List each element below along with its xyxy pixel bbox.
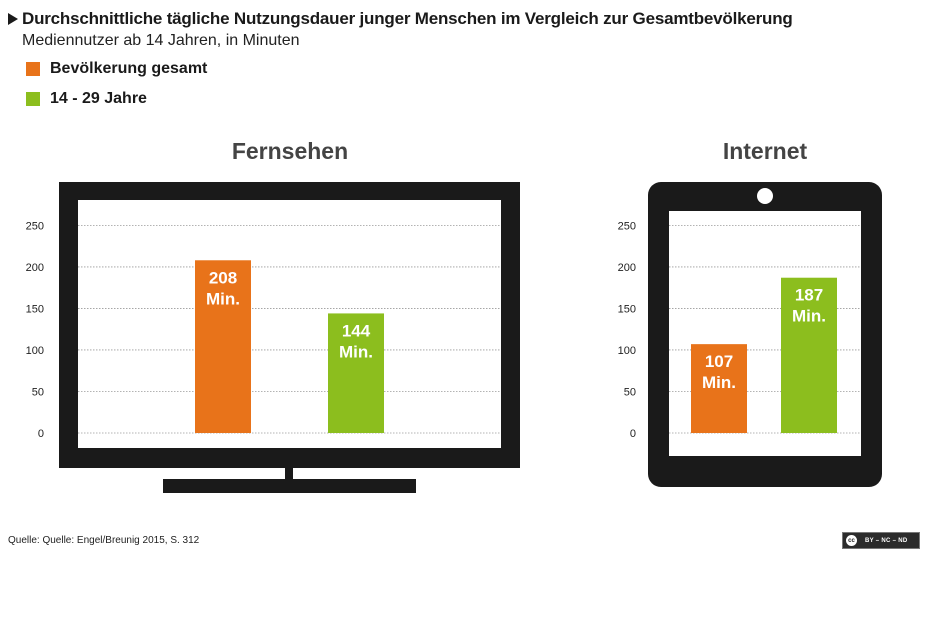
y-tick-label: 0	[38, 428, 44, 440]
y-tick-label: 150	[618, 303, 636, 315]
y-tick-label: 250	[26, 220, 44, 232]
page-title: Durchschnittliche tägliche Nutzungsdauer…	[22, 9, 793, 28]
legend-label-total: Bevölkerung gesamt	[50, 60, 208, 77]
y-tick-label: 100	[618, 345, 636, 357]
y-tick-label: 150	[26, 303, 44, 315]
y-tick-label: 0	[630, 428, 636, 440]
legend-swatch-orange	[26, 62, 40, 76]
chart-title-fernsehen: Fernsehen	[231, 138, 349, 164]
legend-label-young: 14 - 29 Jahre	[50, 90, 147, 107]
bar-value-label: 208 Min.	[206, 268, 240, 308]
y-tick-label: 250	[618, 220, 636, 232]
triangle-icon	[8, 13, 18, 25]
y-tick-label: 50	[624, 386, 636, 398]
chart-internet: 0 50 100 150 200 250 107 Min. 187 Min.	[618, 220, 861, 440]
bar-total	[691, 344, 747, 433]
bar-value-label: 187 Min.	[792, 286, 826, 326]
legend-swatch-green	[26, 92, 40, 106]
bar-value-label: 107 Min.	[702, 352, 736, 392]
cc-icon: cc	[846, 535, 857, 546]
license-badge: cc BY – NC – ND	[842, 532, 920, 549]
tablet-icon	[648, 182, 882, 487]
chart-fernsehen: 0 50 100 150 200 250 208 Min. 144 Min.	[26, 220, 501, 440]
legend-item-total: Bevölkerung gesamt	[26, 60, 207, 78]
y-tick-label: 50	[32, 386, 44, 398]
chart-title-internet: Internet	[722, 138, 808, 164]
bar-value-label: 144 Min.	[339, 321, 373, 361]
bar-total	[195, 260, 251, 433]
bar-young	[781, 277, 837, 433]
source-note: Quelle: Quelle: Engel/Breunig 2015, S. 3…	[8, 535, 200, 546]
page-subtitle: Mediennutzer ab 14 Jahren, in Minuten	[22, 32, 300, 49]
title-row: Durchschnittliche tägliche Nutzungsdauer…	[8, 9, 793, 29]
y-tick-label: 100	[26, 345, 44, 357]
y-tick-label: 200	[618, 262, 636, 274]
tv-icon	[59, 182, 520, 493]
license-text: BY – NC – ND	[865, 537, 908, 544]
legend-item-young: 14 - 29 Jahre	[26, 90, 147, 108]
bar-young	[328, 313, 384, 433]
y-tick-label: 200	[26, 262, 44, 274]
